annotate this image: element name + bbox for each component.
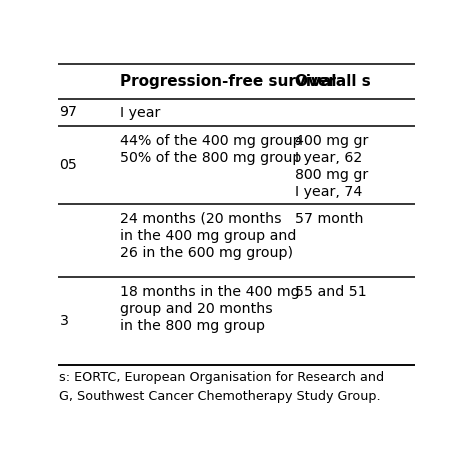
Text: 800 mg gr: 800 mg gr xyxy=(295,168,368,182)
Text: 400 mg gr: 400 mg gr xyxy=(295,134,369,148)
Text: 24 months (20 months: 24 months (20 months xyxy=(120,212,282,225)
Text: Overall s: Overall s xyxy=(295,74,371,89)
Text: I year, 74: I year, 74 xyxy=(295,185,363,199)
Text: group and 20 months: group and 20 months xyxy=(120,302,273,316)
Text: 3: 3 xyxy=(59,314,68,328)
Text: 26 in the 600 mg group): 26 in the 600 mg group) xyxy=(120,246,293,260)
Text: Progression-free survival: Progression-free survival xyxy=(120,74,337,89)
Text: 05: 05 xyxy=(59,158,77,172)
Text: I year: I year xyxy=(120,106,160,120)
Text: 50% of the 800 mg group: 50% of the 800 mg group xyxy=(120,151,301,165)
Text: G, Southwest Cancer Chemotherapy Study Group.: G, Southwest Cancer Chemotherapy Study G… xyxy=(59,390,381,403)
Text: 55 and 51: 55 and 51 xyxy=(295,285,367,299)
Text: I year, 62: I year, 62 xyxy=(295,151,362,165)
Text: s: EORTC, European Organisation for Research and: s: EORTC, European Organisation for Rese… xyxy=(59,371,384,384)
Text: 57 month: 57 month xyxy=(295,212,364,225)
Text: 97: 97 xyxy=(59,106,77,119)
Text: in the 400 mg group and: in the 400 mg group and xyxy=(120,229,296,242)
Text: 44% of the 400 mg group: 44% of the 400 mg group xyxy=(120,134,302,148)
Text: in the 800 mg group: in the 800 mg group xyxy=(120,319,265,333)
Text: 18 months in the 400 mg: 18 months in the 400 mg xyxy=(120,285,300,299)
